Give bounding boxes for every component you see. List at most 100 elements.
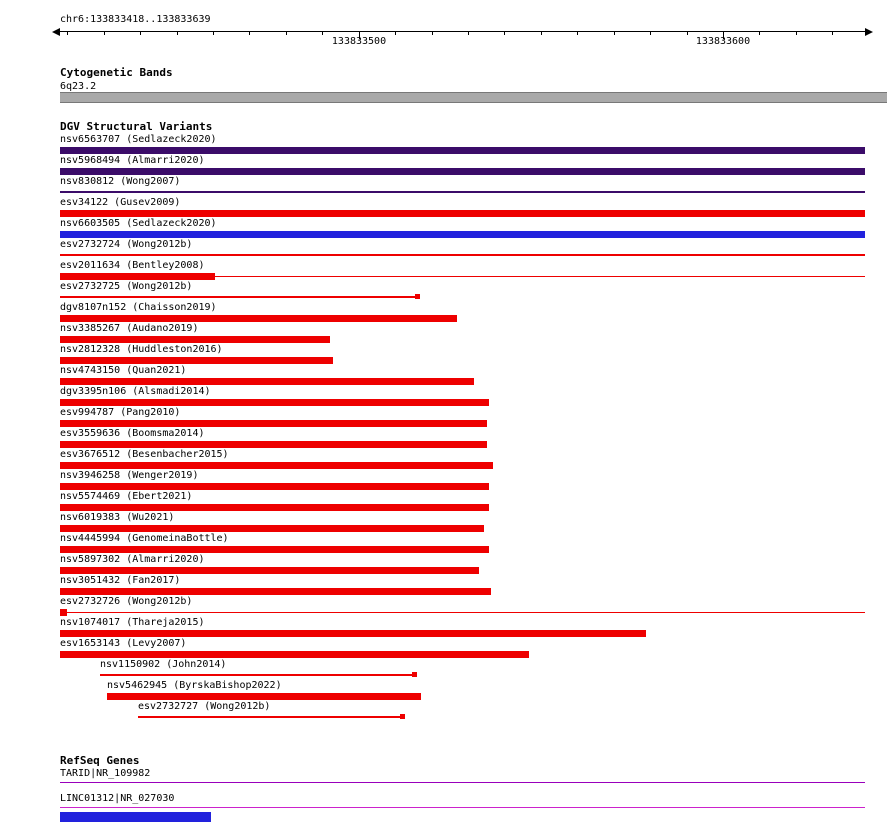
ruler-minor-tick [432, 31, 433, 35]
dgv-variant-end-marker [415, 294, 420, 299]
dgv-variant-label[interactable]: esv2732724 (Wong2012b) [60, 239, 193, 250]
refseq-gene-label[interactable]: LINC01312|NR_027030 [60, 793, 175, 804]
dgv-variant-bar[interactable] [60, 336, 330, 343]
ruler-minor-tick [577, 31, 578, 35]
dgv-variant-bar[interactable] [60, 191, 865, 193]
dgv-variant-bar[interactable] [60, 588, 491, 595]
ruler-minor-tick [67, 31, 68, 35]
dgv-variant-bar[interactable] [60, 357, 333, 364]
dgv-variant-label[interactable]: nsv5897302 (Almarri2020) [60, 554, 205, 565]
ruler-minor-tick [468, 31, 469, 35]
dgv-variant-label[interactable]: nsv5574469 (Ebert2021) [60, 491, 193, 502]
ruler-minor-tick [614, 31, 615, 35]
ruler-minor-tick [140, 31, 141, 35]
dgv-variant-bar[interactable] [60, 168, 865, 175]
ruler-tick-label: 133833600 [695, 36, 751, 47]
dgv-variant-bar[interactable] [60, 254, 865, 256]
dgv-variant-bar[interactable] [60, 441, 487, 448]
ruler-minor-tick [177, 31, 178, 35]
dgv-variant-bar[interactable] [60, 147, 865, 154]
dgv-variant-label[interactable]: dgv3395n106 (Alsmadi2014) [60, 386, 211, 397]
ruler-minor-tick [504, 31, 505, 35]
ruler-minor-tick [104, 31, 105, 35]
dgv-variant-bar[interactable] [60, 483, 489, 490]
dgv-variant-end-marker [412, 672, 417, 677]
dgv-variant-label[interactable]: esv3676512 (Besenbacher2015) [60, 449, 229, 460]
dgv-variant-bar[interactable] [60, 273, 215, 280]
dgv-variant-bar[interactable] [60, 210, 865, 217]
dgv-variant-label[interactable]: nsv3051432 (Fan2017) [60, 575, 181, 586]
refseq-gene-label[interactable]: TARID|NR_109982 [60, 768, 151, 779]
dgv-variant-label[interactable]: nsv4743150 (Quan2021) [60, 365, 187, 376]
ruler-minor-tick [249, 31, 250, 35]
dgv-variant-bar[interactable] [60, 378, 474, 385]
dgv-variant-bar[interactable] [60, 609, 67, 616]
dgv-variant-label[interactable]: esv994787 (Pang2010) [60, 407, 181, 418]
ruler-major-tick [359, 31, 360, 39]
dgv-variant-bar[interactable] [138, 716, 405, 718]
ruler-line [60, 31, 865, 32]
refseq-partial-exon[interactable] [60, 812, 211, 822]
dgv-variant-label[interactable]: nsv6019383 (Wu2021) [60, 512, 175, 523]
refseq-gene-line[interactable] [60, 782, 865, 783]
dgv-variant-bar[interactable] [60, 399, 489, 406]
dgv-variant-label[interactable]: nsv4445994 (GenomeinaBottle) [60, 533, 229, 544]
ruler-minor-tick [286, 31, 287, 35]
ruler-minor-tick [796, 31, 797, 35]
dgv-variant-label[interactable]: nsv6563707 (Sedlazeck2020) [60, 134, 217, 145]
dgv-variant-label[interactable]: esv2732727 (Wong2012b) [138, 701, 271, 712]
ruler-left-arrow-icon [52, 28, 60, 36]
cytoband-section-header: Cytogenetic Bands [60, 66, 173, 79]
dgv-variant-end-marker [400, 714, 405, 719]
dgv-variant-label[interactable]: nsv2812328 (Huddleston2016) [60, 344, 223, 355]
dgv-variant-label[interactable]: nsv3946258 (Wenger2019) [60, 470, 199, 481]
dgv-variant-bar[interactable] [60, 504, 489, 511]
dgv-variant-label[interactable]: nsv5968494 (Almarri2020) [60, 155, 205, 166]
ruler-minor-tick [322, 31, 323, 35]
dgv-variant-bar[interactable] [100, 674, 417, 676]
dgv-variant-bar[interactable] [60, 525, 484, 532]
dgv-variant-bar[interactable] [60, 630, 646, 637]
refseq-gene-line[interactable] [60, 807, 865, 808]
ruler-tick-label: 133833500 [331, 36, 387, 47]
dgv-variant-label[interactable]: dgv8107n152 (Chaisson2019) [60, 302, 217, 313]
dgv-variant-bar[interactable] [60, 462, 493, 469]
dgv-variant-label[interactable]: nsv1074017 (Thareja2015) [60, 617, 205, 628]
dgv-variant-label[interactable]: nsv830812 (Wong2007) [60, 176, 181, 187]
region-title: chr6:133833418..133833639 [60, 14, 211, 25]
dgv-variant-bar[interactable] [60, 567, 479, 574]
dgv-variant-label[interactable]: esv34122 (Gusev2009) [60, 197, 181, 208]
dgv-variant-bar[interactable] [60, 231, 865, 238]
ruler-major-tick [723, 31, 724, 39]
dgv-variant-bar[interactable] [60, 546, 489, 553]
dgv-variant-label[interactable]: esv2732726 (Wong2012b) [60, 596, 193, 607]
dgv-variant-label[interactable]: nsv5462945 (ByrskaBishop2022) [107, 680, 282, 691]
dgv-section-header: DGV Structural Variants [60, 120, 213, 133]
dgv-variant-bar[interactable] [60, 420, 487, 427]
dgv-variant-bar[interactable] [107, 693, 421, 700]
ruler-minor-tick [395, 31, 396, 35]
dgv-variant-tail-line [67, 612, 865, 613]
ruler-minor-tick [541, 31, 542, 35]
dgv-variant-label[interactable]: nsv3385267 (Audano2019) [60, 323, 199, 334]
dgv-variant-label[interactable]: nsv6603505 (Sedlazeck2020) [60, 218, 217, 229]
ruler-minor-tick [759, 31, 760, 35]
dgv-variant-label[interactable]: esv2732725 (Wong2012b) [60, 281, 193, 292]
cytoband-label: 6q23.2 [60, 81, 97, 92]
ruler-minor-tick [213, 31, 214, 35]
ruler-minor-tick [687, 31, 688, 35]
dgv-variant-bar[interactable] [60, 651, 529, 658]
ruler-minor-tick [650, 31, 651, 35]
dgv-variant-label[interactable]: esv2011634 (Bentley2008) [60, 260, 205, 271]
dgv-variant-label[interactable]: esv3559636 (Boomsma2014) [60, 428, 205, 439]
ruler-minor-tick [832, 31, 833, 35]
dgv-variant-bar[interactable] [60, 296, 420, 298]
dgv-variant-bar[interactable] [60, 315, 457, 322]
dgv-variant-label[interactable]: esv1653143 (Levy2007) [60, 638, 187, 649]
dgv-variant-tail-line [215, 276, 865, 277]
dgv-variant-label[interactable]: nsv1150902 (John2014) [100, 659, 227, 670]
cytoband-bar [60, 92, 887, 103]
ruler-right-arrow-icon [865, 28, 873, 36]
refseq-section-header: RefSeq Genes [60, 754, 140, 767]
